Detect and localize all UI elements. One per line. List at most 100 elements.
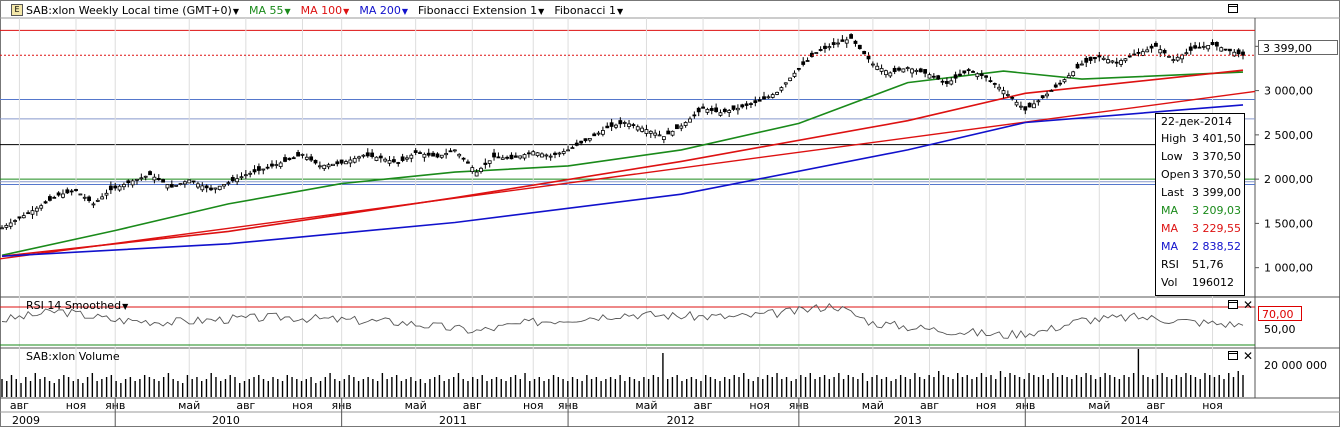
price-tick-label: 1 500,00	[1264, 217, 1313, 230]
info-key: Last	[1161, 186, 1184, 199]
candle-body	[1171, 59, 1176, 62]
candle-body	[722, 108, 727, 113]
candle-body	[235, 178, 240, 183]
candle-body	[1110, 60, 1115, 63]
candle-body	[1114, 61, 1119, 64]
candle-body	[300, 153, 305, 156]
close-volume-button[interactable]: ✕	[1243, 349, 1254, 363]
rsi-title-dropdown[interactable]: RSI 14 Smoothed▼	[26, 298, 128, 314]
candle-body	[405, 157, 409, 160]
minimize-rsi-button[interactable]	[1228, 300, 1238, 309]
candle-body	[531, 151, 536, 156]
candle-body	[348, 159, 353, 164]
candle-body	[296, 152, 300, 157]
candle-body	[422, 153, 427, 158]
candle-body	[274, 164, 279, 166]
fibonacci-extension-dropdown[interactable]: Fibonacci Extension 1▼	[418, 4, 544, 17]
candle-body	[479, 167, 483, 172]
info-value: 3 401,50	[1192, 132, 1241, 145]
info-row: Last 3 399,00	[1156, 184, 1244, 202]
ma100-dropdown[interactable]: MA 100▼	[301, 4, 350, 17]
candle-body	[444, 153, 449, 156]
chart-header: SAB:xlon Weekly Local time (GMT+0)▼ MA 55…	[26, 3, 623, 19]
candle-body	[400, 156, 405, 161]
candle-body	[26, 212, 31, 215]
candle-body	[191, 180, 196, 183]
candle-body	[1232, 51, 1237, 57]
candle-body	[905, 67, 910, 69]
info-row: MA 3 229,55	[1156, 220, 1244, 238]
candle-body	[474, 171, 479, 177]
candle-body	[431, 152, 435, 157]
candle-body	[1014, 101, 1019, 106]
candle-body	[1132, 53, 1137, 56]
candle-body	[492, 152, 496, 158]
candle-body	[557, 152, 562, 155]
candle-body	[396, 162, 401, 164]
info-row: Vol 196012	[1156, 274, 1244, 292]
ma55-dropdown[interactable]: MA 55▼	[249, 4, 291, 17]
candle-body	[496, 156, 501, 159]
chart-settings-icon[interactable]: E	[11, 4, 23, 16]
info-key: MA	[1161, 222, 1179, 235]
candle-body	[596, 132, 601, 135]
candle-body	[196, 183, 200, 188]
month-tick-label: авг	[463, 399, 482, 412]
candle-body	[500, 157, 505, 160]
candle-body	[87, 196, 91, 202]
close-rsi-button[interactable]: ✕	[1243, 298, 1254, 312]
candle-body	[923, 69, 928, 74]
candle-body	[13, 220, 17, 222]
info-row: MA 2 838,52	[1156, 238, 1244, 256]
candle-body	[879, 68, 884, 72]
candle-body	[243, 174, 248, 177]
info-key: Low	[1161, 150, 1183, 163]
candle-body	[749, 103, 753, 105]
candle-body	[487, 160, 492, 164]
minimize-main-button[interactable]	[1228, 4, 1238, 13]
minimize-volume-button[interactable]	[1228, 351, 1238, 360]
candle-body	[535, 152, 540, 157]
candle-body	[753, 100, 758, 104]
candle-body	[627, 123, 631, 127]
candle-body	[161, 179, 166, 183]
symbol-dropdown[interactable]: SAB:xlon Weekly Local time (GMT+0)▼	[26, 4, 239, 17]
info-key: High	[1161, 132, 1187, 145]
info-value: 3 209,03	[1192, 204, 1241, 217]
info-value: 3 370,50	[1192, 168, 1241, 181]
last-price-label: 3 399,00	[1258, 40, 1338, 55]
month-tick-label: ноя	[976, 399, 997, 412]
info-row: Low 3 370,50	[1156, 148, 1244, 166]
ma200-dropdown[interactable]: MA 200▼	[359, 4, 408, 17]
month-tick-label: авг	[10, 399, 29, 412]
candle-body	[178, 183, 183, 185]
candle-body	[783, 82, 788, 85]
info-key: Vol	[1161, 276, 1178, 289]
fibonacci-dropdown[interactable]: Fibonacci 1▼	[554, 4, 623, 17]
info-row: Open 3 370,50	[1156, 166, 1244, 184]
rsi-level-label: 70,00	[1258, 306, 1302, 321]
ma55-label: MA 55	[248, 4, 284, 17]
month-tick-label: авг	[694, 399, 713, 412]
candle-body	[953, 74, 958, 79]
info-date: 22-дек-2014	[1161, 115, 1232, 128]
candle-body	[257, 166, 261, 171]
candle-body	[1210, 42, 1215, 45]
candle-body	[866, 55, 871, 60]
candle-body	[1066, 75, 1071, 79]
candle-body	[352, 158, 357, 163]
candle-body	[931, 75, 936, 78]
candle-body	[657, 134, 662, 137]
candle-body	[135, 178, 139, 181]
month-tick-label: авг	[1146, 399, 1165, 412]
candle-body	[1184, 52, 1189, 55]
candle-body	[740, 104, 745, 108]
candle-body	[1071, 71, 1076, 77]
candle-body	[640, 127, 644, 132]
candle-body	[648, 130, 653, 134]
candle-body	[217, 185, 222, 190]
candle-body	[387, 160, 392, 164]
candle-body	[544, 154, 549, 157]
candle-body	[278, 162, 283, 167]
